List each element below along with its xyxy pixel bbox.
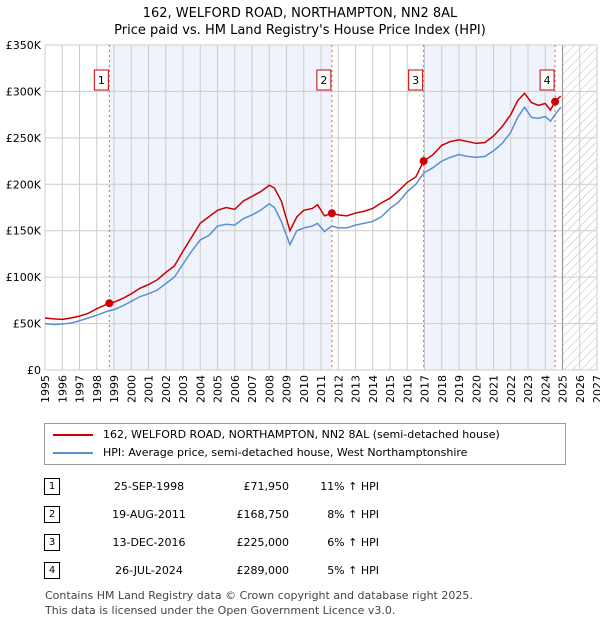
sale-label: 3 xyxy=(412,74,419,87)
x-tick-label: 2025 xyxy=(557,375,570,403)
sale-label-box xyxy=(408,69,424,91)
y-tick-label: £250K xyxy=(6,132,42,145)
sale-date: 26-JUL-2024 xyxy=(115,563,183,577)
sale-price: £289,000 xyxy=(236,563,290,577)
x-tick-label: 2004 xyxy=(194,375,207,403)
x-tick-label: 2011 xyxy=(315,375,328,403)
sale-label: 4 xyxy=(544,74,551,87)
title-line-2: Price paid vs. HM Land Registry's House … xyxy=(114,23,486,38)
sale-number: 1 xyxy=(44,477,60,495)
sale-price: £168,750 xyxy=(236,507,290,521)
sale-hpi-diff: 8% ↑ HPI xyxy=(327,507,379,521)
sales-table: 1 25-SEP-1998 £71,950 11% ↑ HPI 2 19-AUG-… xyxy=(40,472,379,584)
footer: Contains HM Land Registry data © Crown c… xyxy=(45,588,473,618)
legend-label: 162, WELFORD ROAD, NORTHAMPTON, NN2 8AL … xyxy=(103,428,500,441)
x-tick-label: 2009 xyxy=(281,375,294,403)
x-tick-label: 2027 xyxy=(591,375,600,403)
table-row: 4 26-JUL-2024 £289,000 5% ↑ HPI xyxy=(40,556,379,584)
price-chart: 1995 1996 1997 1998 1999 2000 2001 2002 2003 2004… xyxy=(6,39,600,403)
table-row: 2 19-AUG-2011 £168,750 8% ↑ HPI xyxy=(40,500,379,528)
sale-label: 1 xyxy=(98,74,105,87)
hpi-series-line xyxy=(44,105,562,326)
plot-border xyxy=(44,44,598,371)
x-tick-label: 2021 xyxy=(488,375,501,403)
x-tick-label: 1995 xyxy=(39,375,52,403)
sale-price: £71,950 xyxy=(243,479,290,493)
x-tick-label: 2000 xyxy=(125,375,138,403)
y-tick-label: £0 xyxy=(27,364,41,377)
x-tick-label: 1999 xyxy=(108,375,121,403)
x-tick-label: 2014 xyxy=(367,375,380,403)
y-tick-label: £100K xyxy=(6,271,42,284)
x-tick-label: 2017 xyxy=(419,375,432,403)
sale-hpi-diff: 11% ↑ HPI xyxy=(320,479,379,493)
sale-point xyxy=(105,299,114,308)
table-row: 1 25-SEP-1998 £71,950 11% ↑ HPI xyxy=(40,472,379,500)
legend-item-property: 162, WELFORD ROAD, NORTHAMPTON, NN2 8AL … xyxy=(53,428,500,442)
sale-number: 4 xyxy=(44,561,60,579)
legend-swatch-red xyxy=(53,434,93,436)
x-tick-label: 2022 xyxy=(505,375,518,403)
x-tick-label: 2003 xyxy=(177,375,190,403)
property-series-line xyxy=(44,92,562,321)
x-tick-label: 2013 xyxy=(350,375,363,403)
legend-swatch-blue xyxy=(53,452,93,454)
sale-label-box xyxy=(93,69,109,91)
x-tick-label: 2007 xyxy=(246,375,259,403)
shaded-ownership-period xyxy=(109,45,332,370)
sale-point xyxy=(327,209,336,218)
legend-item-hpi: HPI: Average price, semi-detached house,… xyxy=(53,446,467,460)
sale-label: 2 xyxy=(320,74,327,87)
x-tick-label: 2001 xyxy=(143,375,156,403)
sale-hpi-diff: 5% ↑ HPI xyxy=(327,563,379,577)
sale-date: 13-DEC-2016 xyxy=(112,535,186,549)
footer-licence: This data is licensed under the Open Gov… xyxy=(45,604,396,617)
x-tick-label: 2006 xyxy=(229,375,242,403)
x-tick-label: 2015 xyxy=(384,375,397,403)
sale-label-box xyxy=(316,69,332,91)
x-tick-label: 2016 xyxy=(401,375,414,403)
x-tick-label: 2012 xyxy=(332,375,345,403)
legend: 162, WELFORD ROAD, NORTHAMPTON, NN2 8AL … xyxy=(44,423,566,465)
x-tick-label: 2023 xyxy=(522,375,535,403)
sale-hpi-diff: 6% ↑ HPI xyxy=(327,535,379,549)
x-tick-label: 1998 xyxy=(91,375,104,403)
x-tick-label: 1996 xyxy=(56,375,69,403)
table-row: 3 13-DEC-2016 £225,000 6% ↑ HPI xyxy=(40,528,379,556)
sale-date: 25-SEP-1998 xyxy=(113,479,185,493)
sale-label-box xyxy=(539,69,555,91)
x-tick-label: 2005 xyxy=(212,375,225,403)
x-tick-label: 2019 xyxy=(453,375,466,403)
sale-point xyxy=(551,97,560,106)
x-tick-label: 2024 xyxy=(539,375,552,403)
y-tick-label: £200K xyxy=(6,178,42,191)
shaded-ownership-period xyxy=(423,45,556,370)
sale-price: £225,000 xyxy=(236,535,290,549)
footer-copyright: Contains HM Land Registry data © Crown c… xyxy=(45,589,473,602)
x-tick-label: 2008 xyxy=(263,375,276,403)
x-tick-label: 2010 xyxy=(298,375,311,403)
y-tick-label: £350K xyxy=(6,39,42,52)
sale-date: 19-AUG-2011 xyxy=(112,507,186,521)
y-tick-label: £50K xyxy=(13,318,42,331)
sale-number: 2 xyxy=(44,505,60,523)
y-tick-label: £300K xyxy=(6,85,42,98)
legend-label: HPI: Average price, semi-detached house,… xyxy=(103,446,468,459)
x-tick-label: 2020 xyxy=(470,375,483,403)
x-tick-label: 2018 xyxy=(436,375,449,403)
x-tick-label: 1997 xyxy=(74,375,87,403)
sale-point xyxy=(419,157,428,166)
y-tick-label: £150K xyxy=(6,225,42,238)
x-tick-label: 2002 xyxy=(160,375,173,403)
x-tick-label: 2026 xyxy=(574,375,587,403)
chart-title: 162, WELFORD ROAD, NORTHAMPTON, NN2 8AL … xyxy=(0,5,600,39)
sale-number: 3 xyxy=(44,533,60,551)
title-line-1: 162, WELFORD ROAD, NORTHAMPTON, NN2 8AL xyxy=(142,6,458,21)
